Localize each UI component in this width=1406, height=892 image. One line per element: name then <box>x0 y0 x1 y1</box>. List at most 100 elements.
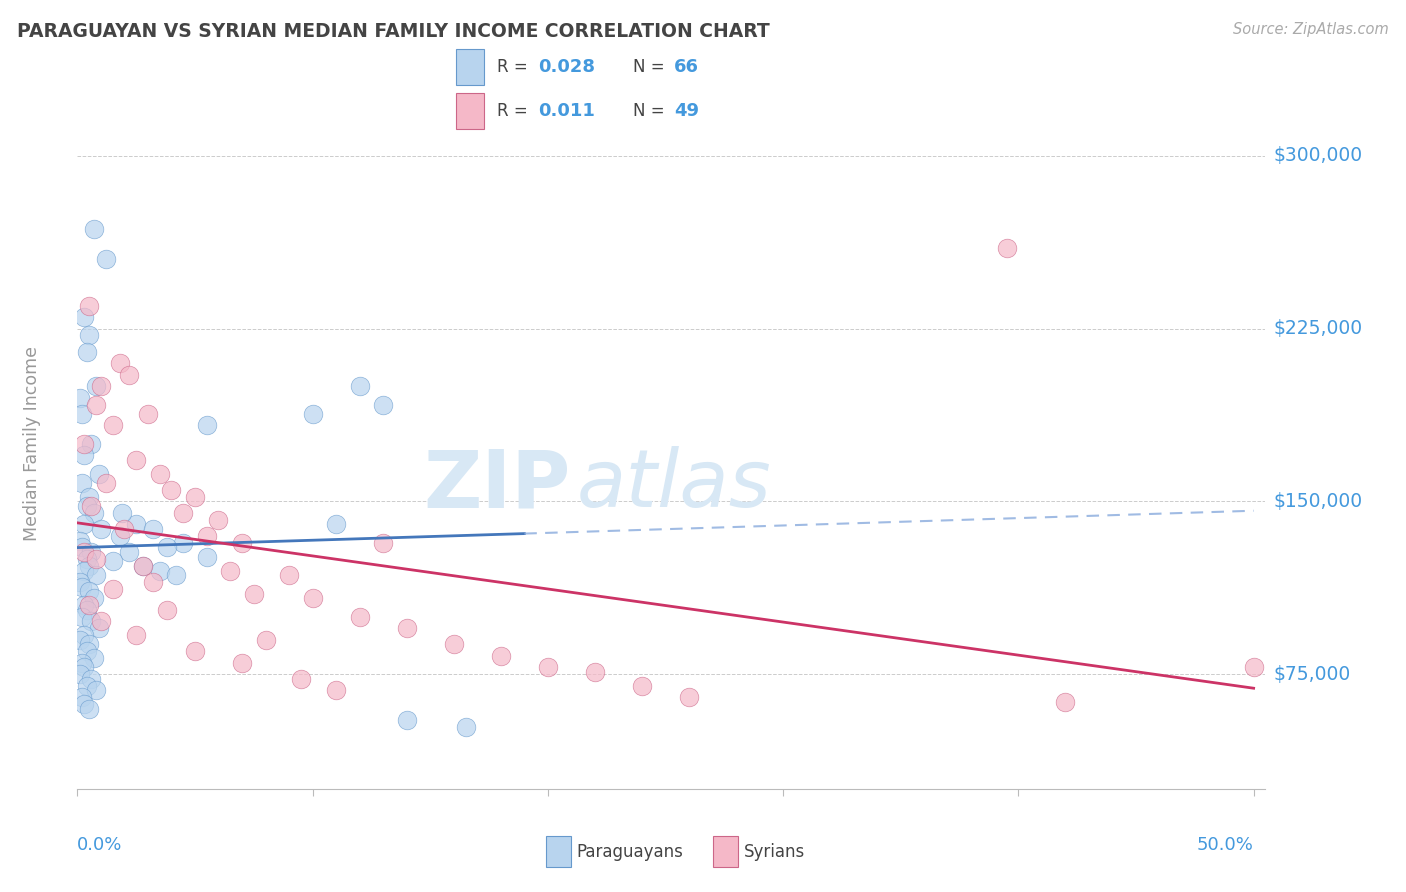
Point <box>70 407 93 421</box>
Point <box>156 541 179 555</box>
Point <box>537 660 560 674</box>
Point <box>73 436 96 450</box>
Text: Source: ZipAtlas.com: Source: ZipAtlas.com <box>1233 22 1389 37</box>
Point <box>995 241 1018 255</box>
Point <box>184 490 207 504</box>
Point <box>73 697 96 711</box>
Point <box>77 328 100 343</box>
Point <box>94 475 117 490</box>
Point <box>278 568 301 582</box>
Point <box>77 558 100 573</box>
Point <box>73 517 96 532</box>
Point <box>69 574 91 589</box>
Point <box>373 536 395 550</box>
Point <box>231 536 253 550</box>
Point <box>142 574 165 589</box>
Point <box>77 702 100 716</box>
Point <box>395 621 418 635</box>
Point <box>125 628 148 642</box>
Text: 0.028: 0.028 <box>537 58 595 76</box>
Point <box>301 407 323 421</box>
Point <box>73 564 96 578</box>
Point <box>112 522 135 536</box>
Bar <box>456 49 484 85</box>
Point <box>77 637 100 651</box>
Point <box>73 545 96 559</box>
Point <box>172 506 194 520</box>
Text: ZIP: ZIP <box>423 446 571 524</box>
Point <box>349 609 371 624</box>
Point <box>118 368 141 382</box>
Text: 0.0%: 0.0% <box>77 836 122 854</box>
Point <box>172 536 194 550</box>
Text: $75,000: $75,000 <box>1274 665 1351 683</box>
Point <box>73 598 96 612</box>
Point <box>70 609 93 624</box>
Point <box>160 483 183 497</box>
Point <box>149 564 172 578</box>
Point <box>73 448 96 462</box>
Point <box>108 529 131 543</box>
Point <box>70 475 93 490</box>
Point <box>76 603 98 617</box>
Point <box>73 310 96 324</box>
Point <box>325 683 347 698</box>
Point <box>87 621 110 635</box>
Point <box>73 660 96 674</box>
Point <box>325 517 347 532</box>
Point <box>165 568 187 582</box>
Point <box>83 222 105 236</box>
Point <box>70 541 93 555</box>
Point <box>301 591 323 606</box>
Point <box>80 614 103 628</box>
Point <box>77 598 100 612</box>
Text: atlas: atlas <box>576 446 770 524</box>
Point <box>349 379 371 393</box>
Text: $150,000: $150,000 <box>1274 491 1362 511</box>
Point <box>69 632 91 647</box>
Point <box>395 714 418 728</box>
Point <box>84 379 107 393</box>
Text: 50.0%: 50.0% <box>1197 836 1254 854</box>
Point <box>80 545 103 559</box>
Point <box>678 690 700 705</box>
Point <box>631 679 654 693</box>
Point <box>80 672 103 686</box>
Point <box>489 648 512 663</box>
Point <box>184 644 207 658</box>
Point <box>132 558 155 573</box>
Point <box>76 499 98 513</box>
Point <box>101 418 124 433</box>
Point <box>111 506 134 520</box>
Point <box>70 656 93 670</box>
Point <box>84 398 107 412</box>
Point <box>70 580 93 594</box>
Point <box>76 344 98 359</box>
Point <box>101 554 124 568</box>
Text: Paraguayans: Paraguayans <box>576 843 683 861</box>
Text: Median Family Income: Median Family Income <box>22 346 41 541</box>
Point <box>69 667 91 681</box>
Point <box>231 656 253 670</box>
Point <box>125 453 148 467</box>
Point <box>90 614 112 628</box>
Point <box>83 506 105 520</box>
Text: PARAGUAYAN VS SYRIAN MEDIAN FAMILY INCOME CORRELATION CHART: PARAGUAYAN VS SYRIAN MEDIAN FAMILY INCOM… <box>17 22 769 41</box>
Point <box>207 513 229 527</box>
Point <box>242 586 264 600</box>
Point <box>156 603 179 617</box>
Point <box>83 651 105 665</box>
Point <box>77 584 100 599</box>
Point <box>76 644 98 658</box>
Point <box>454 720 477 734</box>
Text: 49: 49 <box>673 102 699 120</box>
Point <box>80 436 103 450</box>
Text: 0.011: 0.011 <box>537 102 595 120</box>
Point <box>1243 660 1265 674</box>
Point <box>80 499 103 513</box>
Point <box>73 628 96 642</box>
Point <box>84 683 107 698</box>
Point <box>90 379 112 393</box>
Text: $300,000: $300,000 <box>1274 146 1362 165</box>
Text: N =: N = <box>633 58 669 76</box>
